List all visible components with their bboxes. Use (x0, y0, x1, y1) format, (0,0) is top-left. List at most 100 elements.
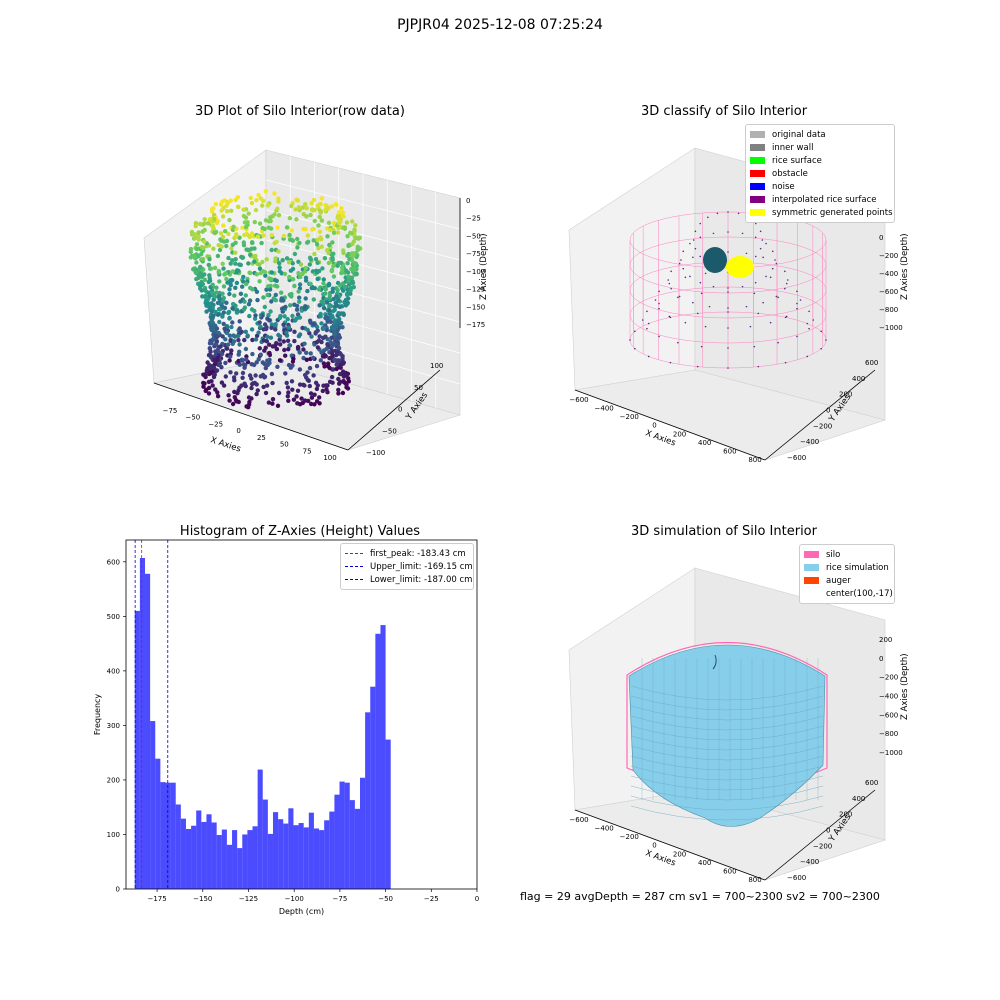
point-cloud-point (295, 401, 300, 406)
point-cloud-point (334, 366, 339, 372)
point-cloud-point (202, 381, 207, 386)
point-cloud-point (201, 372, 206, 377)
interpolated-point (741, 285, 744, 288)
point-cloud-point (350, 219, 355, 224)
point-cloud-point (232, 334, 238, 339)
interpolated-point (727, 211, 729, 213)
point-cloud-point (349, 253, 355, 259)
point-cloud-point (258, 196, 263, 201)
p3zt-label: 200 (879, 636, 892, 644)
point-cloud-point (226, 231, 231, 237)
point-cloud-point (254, 391, 259, 397)
point-cloud-point (254, 272, 259, 277)
point-cloud-point (322, 325, 327, 330)
point-cloud-point (345, 270, 351, 275)
point-cloud-point (292, 283, 297, 289)
point-cloud-point (308, 212, 313, 218)
point-cloud-point (197, 221, 203, 227)
p1xt-label: 100 (323, 454, 336, 462)
point-cloud-point (202, 277, 208, 282)
legend-swatch (750, 131, 765, 138)
interpolated-point (699, 281, 702, 284)
point-cloud-point (330, 257, 335, 262)
histogram-xtick-label: −50 (378, 895, 393, 903)
point-cloud-point (253, 207, 259, 213)
point-cloud-point (305, 288, 310, 294)
p2zt-label: −600 (879, 288, 898, 296)
point-cloud-point (274, 239, 279, 245)
interpolated-point (727, 231, 729, 233)
legend-label: Lower_limit: -187.00 cm (370, 574, 473, 585)
point-cloud-point (210, 282, 215, 287)
point-cloud-point (268, 335, 274, 340)
interpolated-point (785, 315, 788, 318)
point-cloud-point (227, 217, 232, 223)
point-cloud-point (262, 361, 267, 367)
point-cloud-point (226, 393, 231, 398)
point-cloud-point (302, 372, 308, 378)
interpolated-point (727, 367, 729, 369)
point-cloud-point (314, 242, 320, 247)
histogram-bar (354, 808, 360, 889)
point-cloud-point (268, 215, 273, 220)
point-cloud-point (196, 230, 201, 235)
point-cloud-point (297, 332, 303, 337)
interpolated-point (667, 279, 670, 281)
point-cloud-point (212, 216, 217, 222)
interpolated-point (699, 255, 702, 258)
point-cloud-point (229, 324, 234, 330)
histogram-bar (170, 782, 176, 889)
histogram-bar (344, 782, 350, 889)
point-cloud-point (249, 231, 255, 236)
point-cloud-point (229, 208, 234, 213)
legend-label: rice simulation (826, 562, 889, 573)
point-cloud-point (344, 220, 350, 225)
point-cloud-point (218, 231, 224, 236)
histogram-bar (360, 777, 366, 889)
point-cloud-point (249, 376, 254, 381)
point-cloud-point (246, 261, 251, 266)
point-cloud-point (315, 237, 320, 242)
point-cloud-point (346, 296, 351, 301)
point-cloud-point (331, 251, 336, 256)
point-cloud-point (287, 216, 293, 221)
point-cloud-point (228, 198, 233, 203)
histogram-ytick-label: 600 (107, 558, 120, 566)
point-cloud-point (231, 339, 237, 344)
p1zt-label: −75 (466, 250, 481, 258)
point-cloud-point (317, 202, 322, 207)
interpolated-point (753, 345, 756, 348)
histogram-bar (237, 848, 243, 889)
point-cloud-point (234, 280, 240, 286)
point-cloud-point (236, 399, 241, 405)
point-cloud-point (329, 204, 335, 209)
point-cloud-point (257, 221, 263, 226)
p1zt-label: −175 (466, 321, 485, 329)
point-cloud-point (353, 223, 358, 228)
histogram-ylabel: Frequency (93, 694, 102, 736)
point-cloud-point (281, 233, 287, 239)
point-cloud-point (208, 217, 213, 222)
histogram-xlabel: Depth (cm) (279, 907, 324, 916)
point-cloud-point (355, 246, 360, 251)
interpolated-point (754, 236, 757, 239)
point-cloud-point (338, 352, 343, 357)
histogram-bar (298, 823, 304, 889)
point-cloud-point (275, 206, 280, 211)
point-cloud-point (335, 350, 340, 355)
histogram-legend-item: Upper_limit: -169.15 cm (345, 560, 473, 573)
p1zt-label: −150 (466, 303, 485, 311)
legend-swatch (750, 183, 765, 190)
point-cloud-point (251, 381, 256, 386)
point-cloud-point (269, 247, 274, 253)
histogram-bar (313, 828, 320, 889)
point-cloud-point (290, 261, 295, 266)
panel2-zlabel: Z Axies (Depth) (900, 233, 910, 300)
point-cloud-point (217, 247, 223, 253)
point-cloud-point (261, 338, 267, 343)
histogram-bar (329, 811, 335, 889)
status-footer: flag = 29 avgDepth = 287 cm sv1 = 700~23… (520, 890, 880, 903)
point-cloud-point (340, 369, 346, 374)
point-cloud-point (263, 218, 269, 223)
legend-swatch (804, 564, 819, 571)
